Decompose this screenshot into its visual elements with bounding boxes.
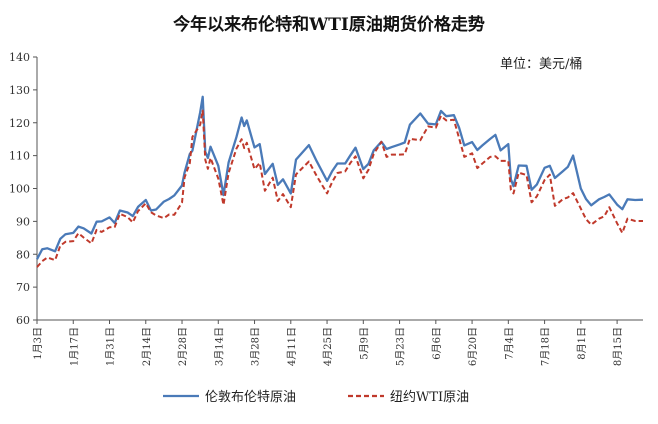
- x-tick-label: 8月1日: [576, 327, 588, 360]
- y-tick-label: 90: [16, 215, 30, 228]
- x-axis-ticks: 1月3日 1月17日 1月31日 2月14日 2月28日 3月14日 3月28日 4月11日 4…: [32, 320, 624, 366]
- x-tick-label: 4月25日: [322, 327, 334, 366]
- x-tick-label: 3月28日: [250, 327, 262, 366]
- x-tick-label: 1月3日: [32, 327, 44, 360]
- y-tick-label: 130: [9, 84, 30, 97]
- x-tick-label: 5月9日: [358, 327, 370, 360]
- chart-title: 今年以来布伦特和WTI原油期货价格走势: [173, 14, 485, 35]
- x-tick-label: 8月15日: [612, 327, 624, 366]
- y-axis-ticks: 60 70 80 90 100 110 120 130 140: [9, 51, 37, 327]
- x-tick-label: 1月31日: [105, 327, 117, 366]
- x-tick-label: 6月20日: [467, 327, 479, 366]
- series-lines: [35, 95, 644, 268]
- y-tick-label: 140: [9, 51, 30, 64]
- y-tick-label: 70: [16, 281, 30, 294]
- x-tick-label: 7月4日: [503, 327, 515, 360]
- x-tick-label: 5月23日: [395, 327, 407, 366]
- y-tick-label: 60: [16, 314, 30, 327]
- series-line-brent: [35, 95, 644, 260]
- x-tick-label: 7月18日: [540, 327, 552, 366]
- series-line-wti: [36, 109, 643, 268]
- y-tick-label: 120: [9, 117, 30, 130]
- y-tick-label: 100: [9, 183, 30, 196]
- x-tick-label: 2月14日: [141, 327, 153, 366]
- legend-label: 伦敦布伦特原油: [205, 389, 296, 405]
- x-tick-label: 2月28日: [177, 327, 189, 366]
- x-tick-label: 3月14日: [213, 327, 225, 366]
- legend-label: 纽约WTI原油: [390, 390, 469, 405]
- x-tick-label: 4月11日: [286, 327, 298, 366]
- unit-label: 单位：美元/桶: [500, 57, 582, 72]
- x-tick-label: 1月17日: [68, 327, 80, 366]
- x-tick-label: 6月6日: [431, 327, 443, 360]
- y-tick-label: 80: [16, 248, 30, 261]
- y-tick-label: 110: [9, 150, 30, 163]
- legend: 伦敦布伦特原油 纽约WTI原油: [163, 389, 469, 405]
